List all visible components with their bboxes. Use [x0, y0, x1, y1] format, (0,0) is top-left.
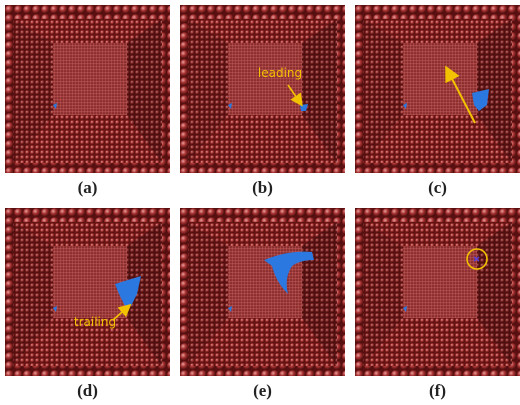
panel: (a)	[5, 5, 170, 197]
panel: trailing (d)	[5, 208, 170, 400]
annotation: leading	[258, 66, 302, 80]
panel-label: (b)	[252, 178, 273, 197]
panel-label: (d)	[77, 381, 98, 400]
panel-label: (e)	[253, 381, 272, 400]
panel: (c)	[355, 5, 520, 197]
back-wall	[403, 246, 477, 318]
back-wall	[53, 43, 127, 115]
panel-label: (a)	[78, 178, 98, 197]
panel: (f)	[355, 208, 520, 400]
panel-label: (f)	[429, 381, 446, 400]
panel-label: (c)	[428, 178, 447, 197]
back-wall	[53, 246, 127, 318]
figure: (a) leading (b) (c) trailing (d) (e) (f)	[0, 0, 520, 405]
annotation: trailing	[74, 315, 116, 329]
panel: leading (b)	[180, 5, 345, 197]
panel: (e)	[180, 208, 345, 400]
